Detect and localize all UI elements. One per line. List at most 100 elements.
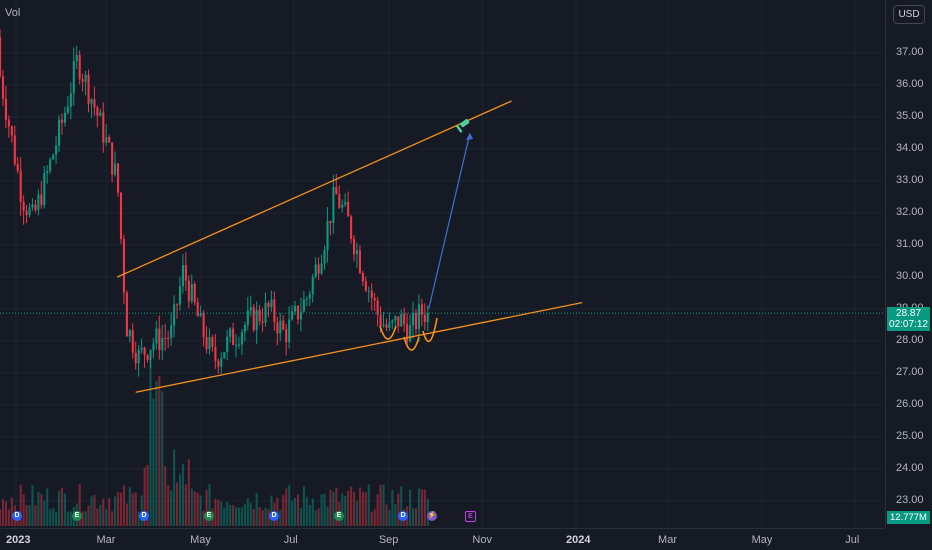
volume-bar xyxy=(137,511,140,526)
candle-body xyxy=(170,325,173,339)
pattern-arc-drawing[interactable] xyxy=(379,325,397,340)
candle-body xyxy=(249,307,252,311)
candle-body xyxy=(282,320,285,330)
candle-body xyxy=(426,313,429,323)
volume-bar xyxy=(370,511,373,526)
candle-body xyxy=(311,276,314,295)
candle-body xyxy=(335,186,338,195)
earnings-event-marker[interactable]: E xyxy=(334,511,344,521)
candle-body xyxy=(237,344,241,346)
currency-button[interactable]: USD xyxy=(893,5,925,24)
volume-bar xyxy=(412,508,415,526)
time-tick-label: Jul xyxy=(845,534,860,546)
volume-bar xyxy=(128,487,131,526)
candle-body xyxy=(181,265,184,287)
volume-bar xyxy=(417,488,420,526)
volume-bar xyxy=(288,485,291,526)
volume-bar xyxy=(161,391,164,526)
candle-body xyxy=(111,142,114,175)
volume-bar xyxy=(84,511,87,526)
volume-value-badge: 12.777M xyxy=(887,511,930,524)
volume-bar xyxy=(114,496,117,526)
dividend-event-marker[interactable]: D xyxy=(269,511,279,521)
candle-body xyxy=(232,328,235,346)
candle-body xyxy=(114,163,117,175)
lower-trendline[interactable] xyxy=(135,301,583,393)
candle-body xyxy=(412,313,415,326)
candle-body xyxy=(143,347,146,355)
price-tick-label: 31.00 xyxy=(896,238,924,250)
candle-body xyxy=(158,328,161,350)
volume-bar xyxy=(414,508,418,526)
volume-bar xyxy=(367,484,370,526)
projection-arrow-head xyxy=(466,133,473,140)
volume-bar xyxy=(358,487,361,526)
projection-arrow[interactable] xyxy=(428,132,471,310)
volume-indicator-label[interactable]: Vol xyxy=(5,7,21,19)
dividend-event-marker[interactable]: D xyxy=(12,511,22,521)
candle-body xyxy=(394,316,397,321)
price-scale[interactable]: 37.00 36.00 35.00 34.00 33.00 32.00 31.00 30.00… xyxy=(885,0,932,528)
candle-body xyxy=(314,264,317,277)
target-icon[interactable] xyxy=(455,118,470,133)
volume-bar xyxy=(282,495,285,526)
candle-body xyxy=(420,304,423,315)
price-tick-label: 32.00 xyxy=(896,206,924,218)
price-tick-label: 26.00 xyxy=(896,398,924,410)
volume-bar xyxy=(131,493,134,526)
candle-body xyxy=(317,264,320,274)
pattern-arc-drawing[interactable] xyxy=(422,317,438,343)
candle-body xyxy=(25,210,28,216)
volume-bar xyxy=(4,501,7,526)
volume-bar xyxy=(235,507,238,526)
price-tick-label: 30.00 xyxy=(896,270,924,282)
volume-bar xyxy=(58,491,61,526)
volume-bar xyxy=(170,490,173,526)
candle-body xyxy=(379,315,382,327)
price-tick-label: 34.00 xyxy=(896,142,924,154)
chart-pane[interactable] xyxy=(0,0,885,528)
candle-body xyxy=(0,37,2,77)
volume-bar xyxy=(143,467,146,526)
candle-body xyxy=(167,337,170,339)
price-chart[interactable] xyxy=(0,0,885,528)
candle-body xyxy=(243,324,246,333)
candle-body xyxy=(285,329,288,343)
candle-body xyxy=(376,300,379,316)
volume-bar xyxy=(229,504,232,526)
volume-bar xyxy=(291,500,294,526)
volume-bar xyxy=(111,511,114,526)
candle-body xyxy=(305,298,308,300)
candle-body xyxy=(423,314,426,323)
split-event-icon[interactable]: ⚡ xyxy=(427,511,437,521)
dividend-event-marker[interactable]: D xyxy=(398,511,408,521)
earnings-event-marker[interactable]: E xyxy=(204,511,214,521)
volume-bar xyxy=(181,463,184,526)
grid xyxy=(0,0,885,528)
candle-body xyxy=(131,330,134,353)
time-scale[interactable]: 2023 Mar May Jul Sep Nov 2024 Mar May Jul xyxy=(0,528,885,550)
price-tick-label: 36.00 xyxy=(896,78,924,90)
earnings-event-marker[interactable]: E xyxy=(465,511,476,522)
candle-body xyxy=(16,163,19,171)
candle-body xyxy=(279,320,282,334)
time-tick-label: 2023 xyxy=(6,534,31,546)
candle-body xyxy=(108,137,111,143)
volume-bar xyxy=(220,501,223,526)
volume-bar xyxy=(158,376,161,526)
volume-bar xyxy=(223,507,226,526)
candle-body xyxy=(93,99,96,108)
time-tick-label: May xyxy=(190,534,211,546)
earnings-event-marker[interactable]: E xyxy=(72,511,82,521)
volume-bar xyxy=(108,498,111,526)
pattern-arc-drawing[interactable] xyxy=(403,336,420,351)
volume-bar xyxy=(397,493,400,526)
candle-body xyxy=(40,194,43,206)
candle-body xyxy=(373,297,376,301)
candle-body xyxy=(137,349,140,364)
upper-trendline[interactable] xyxy=(116,100,512,278)
dividend-event-marker[interactable]: D xyxy=(139,511,149,521)
volume-bar xyxy=(52,508,55,526)
candle-body xyxy=(358,250,361,273)
candle-body xyxy=(288,319,291,343)
